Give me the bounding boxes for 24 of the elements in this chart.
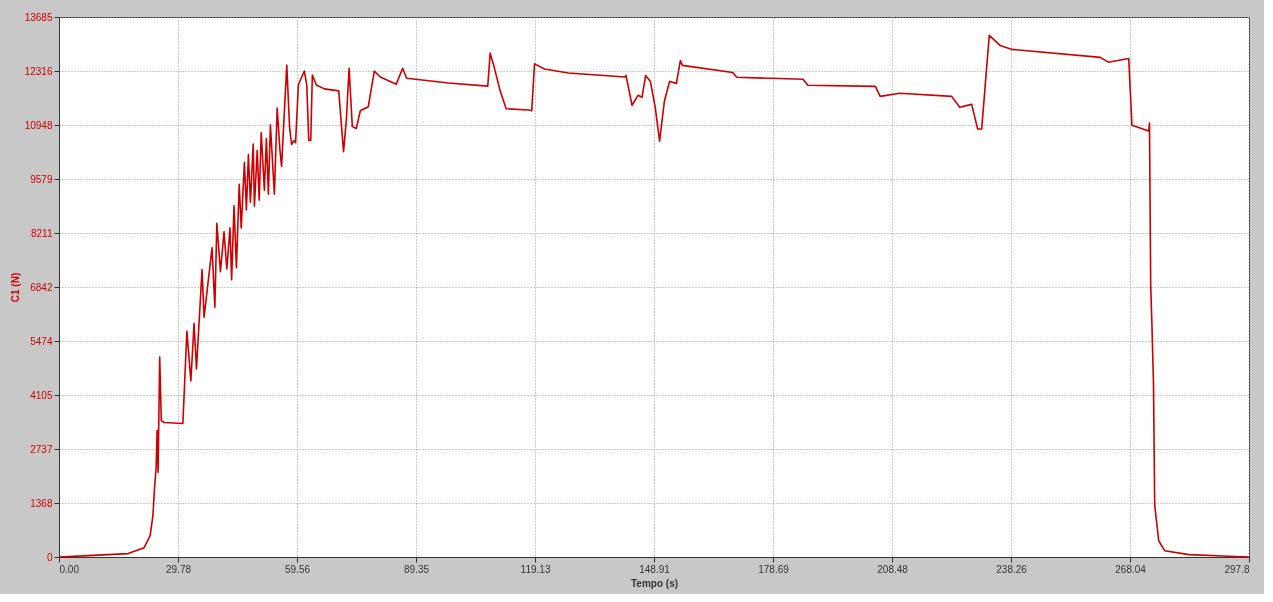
y-tick-label: 9579 (30, 173, 53, 185)
x-tick-label: 238.26 (996, 563, 1028, 575)
x-tick-label: 89.35 (404, 563, 430, 575)
y-tick-label: 2737 (30, 443, 53, 455)
x-tick-label: 119.13 (520, 563, 551, 575)
x-tick-label: 59.56 (284, 563, 311, 575)
x-tick-label: 208.48 (877, 563, 909, 575)
x-axis-title: Tempo (s) (630, 577, 679, 589)
y-tick-label: 6842 (30, 281, 53, 293)
x-tick-label: 148.91 (639, 563, 671, 575)
y-tick-label: 5474 (30, 335, 53, 347)
y-tick-label: 13685 (24, 11, 53, 23)
y-tick-label: 4105 (30, 389, 53, 401)
y-tick-label: 8211 (30, 227, 53, 239)
y-tick-label: 0 (46, 551, 53, 563)
y-axis-title: C1 (N) (9, 272, 21, 303)
x-tick-label: 178.69 (758, 563, 790, 575)
y-tick-label: 1368 (30, 497, 53, 509)
y-tick-label: 12316 (24, 65, 53, 77)
x-tick-label: 297.8 (1224, 563, 1250, 575)
x-tick-label: 0.00 (59, 563, 80, 575)
y-tick-label: 10948 (24, 119, 53, 131)
x-tick-label: 29.78 (165, 563, 192, 575)
x-tick-label: 268.04 (1115, 563, 1147, 575)
